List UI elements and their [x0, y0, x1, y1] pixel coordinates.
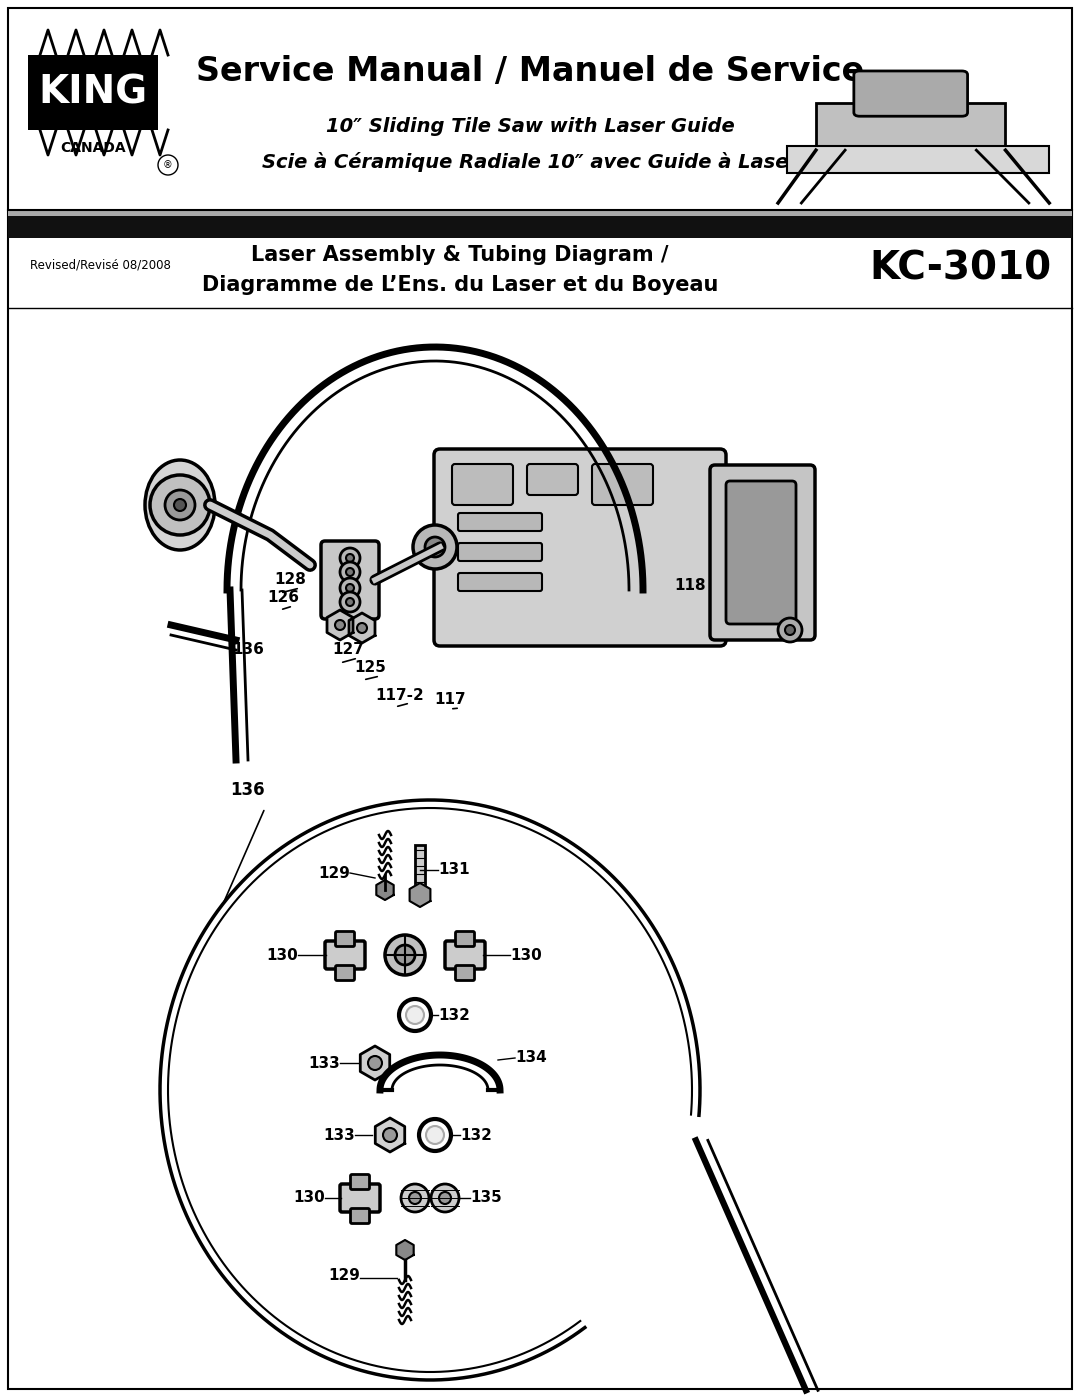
Circle shape: [357, 623, 367, 633]
Text: 133: 133: [323, 1127, 355, 1143]
FancyBboxPatch shape: [321, 541, 379, 619]
Circle shape: [399, 999, 431, 1031]
Polygon shape: [396, 1241, 414, 1260]
FancyBboxPatch shape: [854, 71, 968, 116]
Bar: [8, 210, 1072, 217]
Circle shape: [340, 592, 360, 612]
Circle shape: [368, 1056, 382, 1070]
Text: ®: ®: [163, 161, 173, 170]
Polygon shape: [361, 1046, 390, 1080]
Text: 130: 130: [267, 947, 298, 963]
Circle shape: [426, 1126, 444, 1144]
Circle shape: [413, 525, 457, 569]
Text: 117-2: 117-2: [376, 687, 424, 703]
FancyBboxPatch shape: [336, 932, 354, 947]
Text: KC-3010: KC-3010: [869, 249, 1051, 286]
Circle shape: [174, 499, 186, 511]
Circle shape: [346, 569, 354, 576]
Circle shape: [346, 555, 354, 562]
FancyBboxPatch shape: [325, 942, 365, 970]
Ellipse shape: [145, 460, 215, 550]
FancyBboxPatch shape: [726, 481, 796, 624]
Text: 128: 128: [274, 573, 306, 588]
Text: 130: 130: [294, 1190, 325, 1206]
Text: Revised/Revisé 08/2008: Revised/Revisé 08/2008: [30, 258, 171, 271]
Text: 129: 129: [328, 1267, 360, 1282]
Text: 117: 117: [434, 693, 465, 707]
Circle shape: [150, 475, 210, 535]
Circle shape: [401, 1185, 429, 1213]
Circle shape: [346, 598, 354, 606]
Polygon shape: [375, 1118, 405, 1153]
Circle shape: [340, 562, 360, 583]
Text: 134: 134: [515, 1051, 546, 1066]
Circle shape: [346, 584, 354, 592]
FancyBboxPatch shape: [816, 103, 1005, 151]
Text: 130: 130: [510, 947, 542, 963]
FancyBboxPatch shape: [786, 147, 1050, 173]
Circle shape: [406, 1006, 424, 1024]
FancyBboxPatch shape: [458, 573, 542, 591]
Text: 118: 118: [674, 577, 706, 592]
Bar: [415, 845, 426, 895]
FancyBboxPatch shape: [336, 965, 354, 981]
Polygon shape: [376, 880, 394, 900]
Circle shape: [395, 944, 415, 965]
Polygon shape: [409, 883, 431, 907]
Bar: [8, 217, 1072, 237]
Text: 136: 136: [231, 781, 266, 799]
FancyBboxPatch shape: [710, 465, 815, 640]
Circle shape: [384, 935, 426, 975]
FancyBboxPatch shape: [351, 1175, 369, 1189]
Text: CANADA: CANADA: [60, 141, 125, 155]
Circle shape: [409, 1192, 421, 1204]
Circle shape: [383, 1127, 397, 1141]
FancyBboxPatch shape: [592, 464, 653, 504]
Text: 133: 133: [308, 1056, 340, 1070]
FancyBboxPatch shape: [340, 1185, 380, 1213]
Text: 126: 126: [267, 591, 299, 605]
Text: Scie à Céramique Radiale 10″ avec Guide à Laser: Scie à Céramique Radiale 10″ avec Guide …: [262, 152, 798, 172]
FancyBboxPatch shape: [456, 932, 474, 947]
Circle shape: [426, 536, 445, 557]
Text: 129: 129: [319, 866, 350, 880]
Text: 127: 127: [332, 643, 364, 658]
Text: 132: 132: [460, 1127, 491, 1143]
Circle shape: [778, 617, 802, 643]
Text: 132: 132: [438, 1007, 470, 1023]
FancyBboxPatch shape: [458, 543, 542, 562]
Text: 136: 136: [232, 643, 264, 658]
Bar: [28, 54, 158, 130]
Circle shape: [419, 1119, 451, 1151]
Text: 131: 131: [438, 862, 470, 877]
Text: Diagramme de L’Ens. du Laser et du Boyeau: Diagramme de L’Ens. du Laser et du Boyea…: [202, 275, 718, 295]
FancyBboxPatch shape: [445, 942, 485, 970]
Circle shape: [438, 1192, 451, 1204]
Text: Laser Assembly & Tubing Diagram /: Laser Assembly & Tubing Diagram /: [252, 244, 669, 265]
Text: 125: 125: [354, 661, 386, 676]
FancyBboxPatch shape: [527, 464, 578, 495]
Circle shape: [340, 578, 360, 598]
Polygon shape: [327, 610, 353, 640]
Circle shape: [165, 490, 195, 520]
Text: 135: 135: [470, 1190, 502, 1206]
Text: KING: KING: [39, 74, 148, 112]
Circle shape: [340, 548, 360, 569]
Text: 10″ Sliding Tile Saw with Laser Guide: 10″ Sliding Tile Saw with Laser Guide: [326, 117, 734, 137]
FancyBboxPatch shape: [458, 513, 542, 531]
Text: Service Manual / Manuel de Service: Service Manual / Manuel de Service: [195, 56, 864, 88]
Circle shape: [785, 624, 795, 636]
FancyBboxPatch shape: [351, 1208, 369, 1224]
Polygon shape: [349, 613, 375, 643]
Circle shape: [431, 1185, 459, 1213]
FancyBboxPatch shape: [434, 448, 726, 645]
FancyBboxPatch shape: [453, 464, 513, 504]
Circle shape: [335, 620, 345, 630]
FancyBboxPatch shape: [456, 965, 474, 981]
